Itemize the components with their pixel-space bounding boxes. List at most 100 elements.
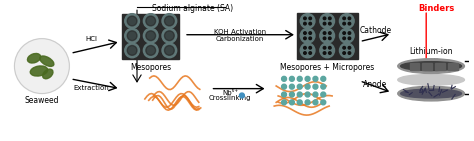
Circle shape: [125, 43, 139, 58]
Text: Nb⁵⁺: Nb⁵⁺: [222, 91, 238, 96]
Circle shape: [343, 17, 346, 20]
Circle shape: [304, 22, 306, 25]
Circle shape: [339, 14, 354, 28]
Circle shape: [320, 43, 335, 58]
Circle shape: [290, 76, 294, 81]
Circle shape: [15, 39, 69, 93]
Circle shape: [297, 84, 302, 89]
Circle shape: [300, 28, 315, 43]
Circle shape: [304, 37, 306, 40]
Circle shape: [162, 43, 177, 58]
Circle shape: [290, 92, 294, 97]
Circle shape: [304, 17, 306, 20]
Circle shape: [328, 32, 331, 34]
Circle shape: [323, 32, 326, 34]
Ellipse shape: [398, 86, 465, 101]
Circle shape: [321, 100, 326, 105]
Circle shape: [127, 46, 137, 55]
Text: Lithium-ion
capacitors: Lithium-ion capacitors: [410, 48, 453, 67]
Circle shape: [304, 32, 306, 34]
Circle shape: [343, 47, 346, 49]
Ellipse shape: [43, 69, 53, 79]
Circle shape: [323, 22, 326, 25]
Bar: [435, 63, 445, 70]
Circle shape: [320, 14, 335, 28]
Circle shape: [309, 52, 311, 54]
Circle shape: [282, 84, 286, 89]
Circle shape: [348, 47, 351, 49]
Circle shape: [297, 76, 302, 81]
Circle shape: [305, 84, 310, 89]
Text: Binders: Binders: [418, 4, 454, 13]
Circle shape: [328, 22, 331, 25]
Ellipse shape: [27, 53, 41, 63]
Circle shape: [348, 37, 351, 40]
Circle shape: [309, 47, 311, 49]
Circle shape: [313, 76, 318, 81]
Circle shape: [313, 100, 318, 105]
Circle shape: [239, 93, 245, 98]
Circle shape: [143, 43, 158, 58]
Circle shape: [127, 16, 137, 26]
Bar: [410, 63, 419, 70]
Circle shape: [309, 32, 311, 34]
Circle shape: [143, 28, 158, 43]
Circle shape: [328, 37, 331, 40]
Circle shape: [127, 31, 137, 41]
Circle shape: [305, 100, 310, 105]
Text: Extraction: Extraction: [73, 85, 109, 91]
Circle shape: [300, 43, 315, 58]
Circle shape: [343, 22, 346, 25]
Circle shape: [125, 28, 139, 43]
Circle shape: [323, 17, 326, 20]
Circle shape: [304, 52, 306, 54]
Circle shape: [146, 16, 155, 26]
Circle shape: [323, 52, 326, 54]
Circle shape: [146, 31, 155, 41]
Circle shape: [323, 37, 326, 40]
Circle shape: [321, 92, 326, 97]
Circle shape: [328, 17, 331, 20]
Circle shape: [343, 32, 346, 34]
Circle shape: [164, 16, 174, 26]
Circle shape: [290, 100, 294, 105]
Circle shape: [305, 76, 310, 81]
Text: Seaweed: Seaweed: [25, 96, 59, 105]
Circle shape: [313, 92, 318, 97]
Circle shape: [143, 14, 158, 28]
Circle shape: [309, 37, 311, 40]
Text: HCl: HCl: [85, 36, 97, 42]
Circle shape: [313, 84, 318, 89]
Circle shape: [305, 92, 310, 97]
Circle shape: [164, 46, 174, 55]
Circle shape: [164, 31, 174, 41]
FancyBboxPatch shape: [297, 13, 357, 59]
Text: Crosslinking: Crosslinking: [209, 95, 251, 101]
Ellipse shape: [30, 66, 48, 76]
Circle shape: [282, 92, 286, 97]
Circle shape: [321, 76, 326, 81]
Circle shape: [339, 43, 354, 58]
Circle shape: [304, 47, 306, 49]
Text: Anode: Anode: [363, 80, 387, 89]
Text: KOH Activation
Carbonization: KOH Activation Carbonization: [214, 29, 266, 42]
Ellipse shape: [398, 74, 465, 85]
Circle shape: [328, 52, 331, 54]
Ellipse shape: [401, 62, 462, 70]
Bar: [448, 63, 457, 70]
Circle shape: [348, 22, 351, 25]
Circle shape: [339, 28, 354, 43]
Text: Mesopores + Micropores: Mesopores + Micropores: [280, 63, 374, 72]
Circle shape: [348, 17, 351, 20]
Circle shape: [323, 47, 326, 49]
Circle shape: [297, 92, 302, 97]
Circle shape: [321, 84, 326, 89]
Text: Cathode: Cathode: [360, 26, 392, 35]
Circle shape: [328, 47, 331, 49]
Circle shape: [343, 52, 346, 54]
Circle shape: [125, 14, 139, 28]
FancyBboxPatch shape: [122, 14, 179, 59]
Circle shape: [162, 28, 177, 43]
Circle shape: [290, 84, 294, 89]
Circle shape: [320, 28, 335, 43]
